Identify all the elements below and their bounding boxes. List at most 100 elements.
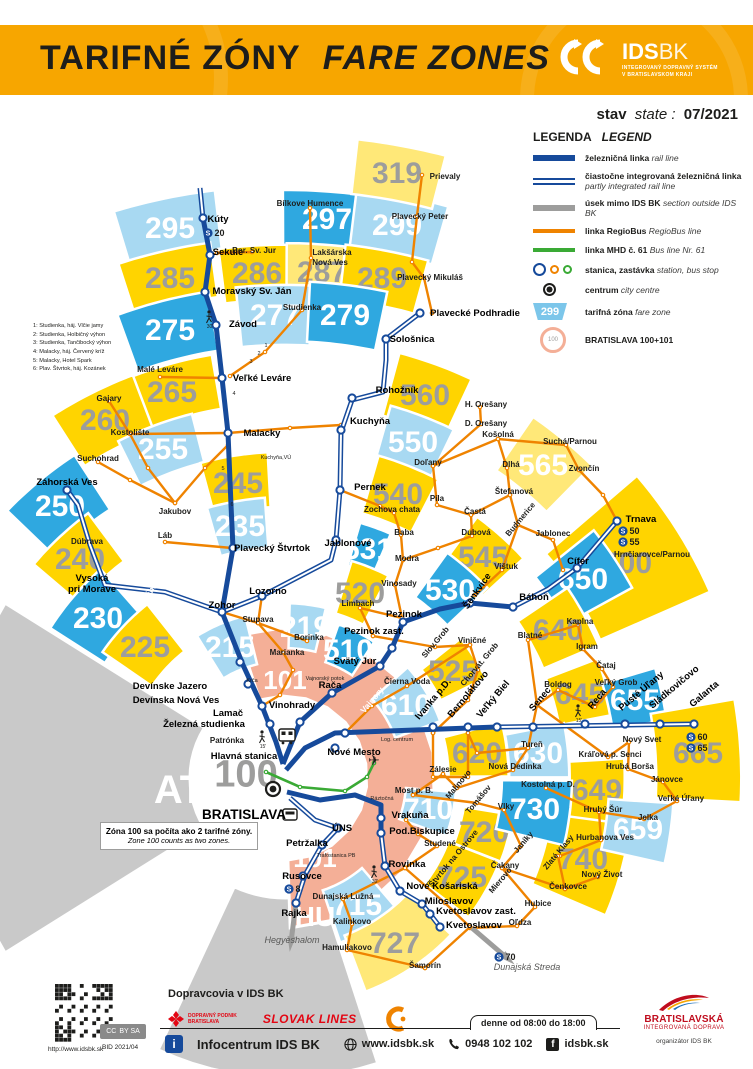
rail-station-dot xyxy=(331,535,341,545)
zone-number-285: 285 xyxy=(145,262,195,295)
station-label: Hegyeshalom xyxy=(264,935,320,945)
zone-number-510: 510 xyxy=(323,634,373,667)
bid-logo-swoosh xyxy=(659,994,709,1011)
bus-stop-dot xyxy=(419,172,425,178)
s-line-badge-60: S 60 xyxy=(686,732,708,742)
cc-license-badge: CC BY SA xyxy=(100,1024,146,1039)
walk-transfer-icon: 30' xyxy=(371,865,378,885)
station-label: Košolná xyxy=(482,430,514,439)
zone-number-219: 219 xyxy=(280,611,330,644)
bus-stop-dot xyxy=(434,502,440,508)
station-label: Jablonec xyxy=(536,529,571,538)
zone-number-725: 725 xyxy=(437,861,487,894)
walk-transfer-icon: 15' xyxy=(259,730,266,750)
bus-stop-dot xyxy=(600,492,606,498)
numbered-notes: 1: Studienka, háj. Vlčie jamy 2: Studienk… xyxy=(33,322,111,374)
bus-stop-dot xyxy=(429,310,435,316)
operators-title: Dopravcovia v IDS BK xyxy=(168,988,284,1000)
website-link[interactable]: www.idsbk.sk xyxy=(344,1037,434,1051)
bus-stop-dot xyxy=(580,646,586,652)
mhd-stop-dot xyxy=(342,788,348,794)
rail-station-dot xyxy=(655,719,665,729)
bus-stop-dot xyxy=(227,373,233,379)
rail-station-dot xyxy=(217,373,227,383)
bus-stop-dot xyxy=(499,567,505,573)
station-label: Vištuk xyxy=(494,562,518,571)
bus-stop-dot xyxy=(304,638,310,644)
legend-label: BRATISLAVA 100+101 xyxy=(585,335,674,345)
legend-panel: LEGENDA LEGEND železničná linka rail line… xyxy=(533,130,748,360)
station-label: Kostolná p. D. xyxy=(521,780,575,789)
bus-stop-dot xyxy=(532,904,538,910)
station-label: Igram xyxy=(576,642,598,651)
mhd-stop-dot xyxy=(371,760,377,766)
station-label: Boldog xyxy=(544,680,572,689)
state-label-sk: stav xyxy=(596,106,627,123)
station-label: Šamorín xyxy=(409,961,441,970)
rail-station-dot xyxy=(205,250,215,260)
rail-station-dot xyxy=(689,719,699,729)
phone-link[interactable]: 0948 102 102 xyxy=(448,1038,532,1050)
bus-stop-dot xyxy=(145,465,151,471)
station-label: Modra xyxy=(395,554,420,563)
zone-patch-319 xyxy=(350,137,448,211)
zone-number-279: 279 xyxy=(320,299,370,332)
station-label: Borinka xyxy=(294,633,324,642)
station-label: Stupava xyxy=(242,615,274,624)
header-banner: TARIFNÉ ZÓNY FARE ZONES IDSBK INTEGROVANÝ… xyxy=(0,25,753,95)
bus-stop-dot xyxy=(472,592,478,598)
station-label: Hrnčiarovce/Parnou xyxy=(614,550,690,559)
station-label: Rusovce xyxy=(282,871,322,882)
station-label: Oľdza xyxy=(509,918,532,927)
facebook-link[interactable]: f idsbk.sk xyxy=(546,1037,608,1051)
opening-hours: denne od 08:00 do 18:00 xyxy=(470,1015,597,1030)
zone-number-230: 230 xyxy=(73,602,123,635)
bus-stop-dot xyxy=(543,785,549,791)
legend-row-zone: 299 tarifná zóna fare zone xyxy=(533,303,748,320)
station-label: Doľany xyxy=(414,458,442,467)
svg-text:30': 30' xyxy=(207,324,214,330)
station-label: BRATISLAVA xyxy=(202,807,286,822)
station-label: Čataj xyxy=(596,661,616,670)
station-label: Hurbanova Ves xyxy=(576,833,634,842)
svg-text:65: 65 xyxy=(698,743,708,753)
station-label: Dunajská Streda xyxy=(494,962,561,972)
rail-station-dot xyxy=(257,701,267,711)
bus-stop-dot xyxy=(563,442,569,448)
station-label: Suchá/Parnou xyxy=(543,437,597,446)
rail-station-dot xyxy=(295,717,305,727)
station-label: Nové Košariská xyxy=(406,881,478,892)
note-line: 4: Malacky, háj. Červený kríž xyxy=(33,348,105,355)
regiobus-line xyxy=(508,493,565,572)
rail-line-partly-core xyxy=(66,489,223,613)
bus-stop-dot xyxy=(465,774,471,780)
bus-stop-dot xyxy=(299,307,305,313)
bus-stop-dot xyxy=(555,853,561,859)
station-label: Trnava xyxy=(626,514,657,525)
bus-stop-dot xyxy=(162,539,168,545)
regiobus-line xyxy=(158,375,224,380)
svg-text:70: 70 xyxy=(506,952,516,962)
legend-label: čiastočne integrovaná železničná linka p… xyxy=(585,171,742,191)
zone-number-730: 730 xyxy=(510,793,560,826)
bus-stop-dot xyxy=(442,900,448,906)
zone-number-275: 275 xyxy=(145,314,195,347)
svg-text:S: S xyxy=(621,540,626,547)
station-label: Pezinok xyxy=(386,609,423,620)
qr-code[interactable] xyxy=(55,984,113,1042)
regiobus-line xyxy=(401,405,483,562)
rail-station-dot xyxy=(243,679,253,689)
station-label: Marianka xyxy=(270,648,305,657)
station-label: Blatné xyxy=(518,631,543,640)
station-label: Kaplna xyxy=(567,617,594,626)
bus-stop-dot xyxy=(525,637,531,643)
bus-stop-dot xyxy=(430,774,436,780)
rail-station-dot xyxy=(463,722,473,732)
rail-station-dot xyxy=(336,425,346,435)
legend-label: stanica, zastávka station, bus stop xyxy=(585,264,719,275)
bus-stop-dot xyxy=(465,730,471,736)
station-label: Čenkovce xyxy=(549,882,587,891)
bid-edition-code: BID 2021/04 xyxy=(102,1044,139,1051)
